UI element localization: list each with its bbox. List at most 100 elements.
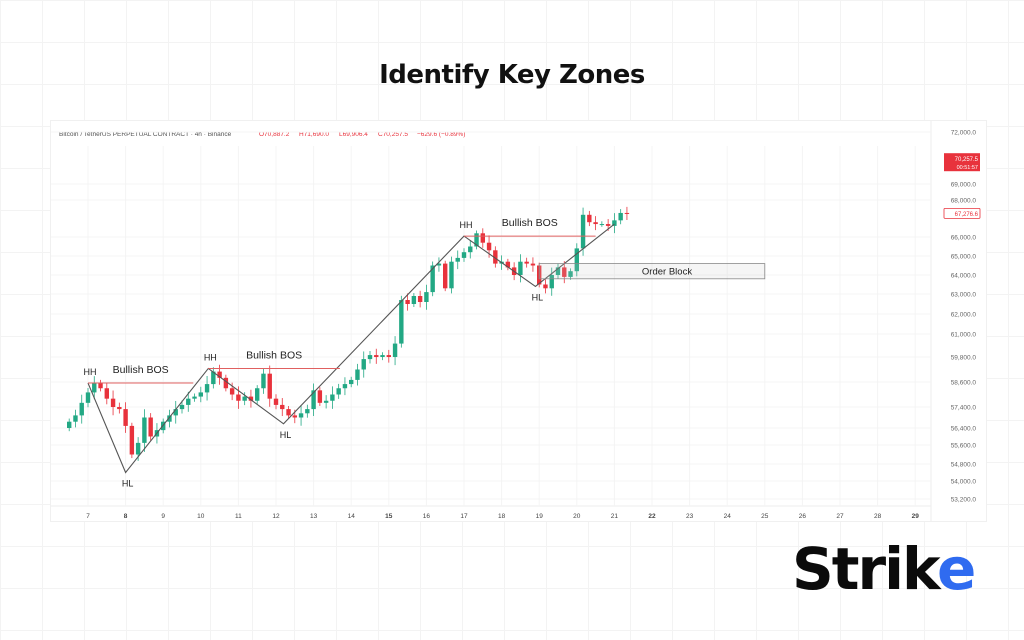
- candle-up: [580, 214, 586, 249]
- candle-up: [298, 413, 304, 418]
- y-tick-label: 58,600.0: [951, 380, 977, 387]
- y-tick-label: 54,800.0: [951, 462, 977, 469]
- candle-up: [355, 369, 360, 380]
- x-tick-label: 24: [724, 513, 732, 520]
- candle-up: [618, 212, 623, 221]
- candle-up: [367, 355, 373, 360]
- candle-down: [405, 300, 410, 304]
- candle-up: [211, 371, 216, 385]
- x-tick-label: 15: [385, 513, 393, 520]
- candle-down: [493, 250, 498, 264]
- candle-down: [292, 415, 297, 418]
- candle-up: [305, 409, 310, 414]
- candle-up: [135, 442, 141, 455]
- x-tick-label: 25: [761, 513, 769, 520]
- candle-up: [599, 224, 605, 226]
- candle-down: [223, 377, 229, 389]
- candle-down: [524, 261, 529, 264]
- y-tick-label: 55,600.0: [951, 443, 977, 450]
- candle-up: [411, 296, 417, 304]
- candle-up: [361, 359, 366, 370]
- candle-up: [92, 383, 97, 393]
- swing-label-hl: HL: [532, 292, 544, 302]
- candle-up: [192, 396, 197, 399]
- candle-down: [104, 388, 109, 399]
- ohlc-low: L69,906.4: [339, 131, 368, 138]
- candle-down: [530, 263, 536, 266]
- swing-label-hl: HL: [280, 430, 292, 440]
- y-tick-label: 65,000.0: [951, 254, 977, 261]
- price-badge-outline: [943, 207, 981, 219]
- x-tick-label: 16: [423, 513, 431, 520]
- x-tick-label: 11: [235, 513, 242, 520]
- y-tick-label: 56,400.0: [951, 426, 977, 433]
- candle-down: [280, 404, 285, 410]
- last-price-badge: [944, 153, 980, 172]
- y-tick-label: 68,000.0: [951, 198, 977, 205]
- y-tick-label: 57,400.0: [951, 405, 977, 412]
- x-tick-label: 7: [86, 513, 90, 520]
- candle-down: [505, 261, 511, 268]
- candle-up: [167, 415, 172, 422]
- candle-up: [555, 267, 561, 275]
- y-tick-label: 64,000.0: [951, 273, 977, 280]
- candle-up: [179, 404, 185, 410]
- bos-label: Bullish BOS: [113, 364, 169, 376]
- x-tick-label: 12: [272, 513, 280, 520]
- chart-panel: Bitcoin / TetherUS PERPETUAL CONTRACT · …: [50, 120, 987, 522]
- x-tick-label: 28: [874, 513, 882, 520]
- x-tick-label: 13: [310, 513, 318, 520]
- candle-up: [612, 220, 617, 226]
- candle-down: [562, 267, 567, 277]
- candlestick-chart: Bitcoin / TetherUS PERPETUAL CONTRACT · …: [51, 121, 981, 521]
- candle-down: [605, 224, 611, 226]
- candle-up: [323, 400, 329, 403]
- x-tick-label: 8: [124, 513, 128, 520]
- y-tick-label: 63,000.0: [951, 292, 977, 299]
- candle-up: [449, 261, 454, 289]
- order-block-zone: [538, 263, 766, 280]
- price-badge-label: 67,276.6: [955, 212, 979, 218]
- x-tick-label: 22: [648, 513, 656, 520]
- symbol-line: Bitcoin / TetherUS PERPETUAL CONTRACT · …: [59, 131, 232, 138]
- x-tick-label: 10: [197, 513, 205, 520]
- candle-up: [73, 415, 78, 422]
- y-tick-label: 61,000.0: [951, 332, 977, 339]
- ohlc-open: O70,887.2: [259, 131, 290, 138]
- y-tick-label: 53,200.0: [951, 497, 977, 504]
- candle-down: [386, 355, 391, 357]
- candle-down: [443, 263, 448, 289]
- ohlc-change: −629.6 (−0.89%): [417, 131, 465, 138]
- bos-label: Bullish BOS: [246, 349, 302, 361]
- candle-up: [392, 343, 398, 357]
- candle-down: [374, 355, 379, 357]
- x-tick-label: 23: [686, 513, 694, 520]
- x-tick-label: 17: [460, 513, 468, 520]
- ohlc-high: H71,690.0: [299, 131, 329, 138]
- candle-up: [574, 248, 579, 272]
- x-tick-label: 18: [498, 513, 506, 520]
- candle-down: [480, 233, 485, 243]
- candle-up: [85, 392, 91, 403]
- candle-up: [330, 394, 335, 401]
- candle-up: [461, 252, 467, 258]
- y-tick-label: 62,000.0: [951, 312, 977, 319]
- candle-down: [123, 409, 128, 426]
- swing-label-hh: HH: [84, 367, 97, 377]
- candle-up: [186, 398, 191, 405]
- candle-down: [417, 296, 423, 302]
- candle-up: [380, 355, 385, 357]
- x-tick-label: 29: [912, 513, 920, 520]
- candle-down: [486, 242, 492, 251]
- x-tick-label: 14: [348, 513, 356, 520]
- x-tick-label: 20: [573, 513, 581, 520]
- swing-label-hh: HH: [460, 220, 473, 230]
- candle-up: [142, 417, 147, 443]
- y-tick-label: 66,000.0: [951, 235, 977, 242]
- x-tick-label: 21: [611, 513, 619, 520]
- candle-down: [129, 425, 135, 455]
- candle-down: [110, 398, 116, 407]
- candle-up: [518, 261, 523, 275]
- y-tick-label: 72,000.0: [951, 130, 977, 137]
- candle-up: [173, 409, 178, 416]
